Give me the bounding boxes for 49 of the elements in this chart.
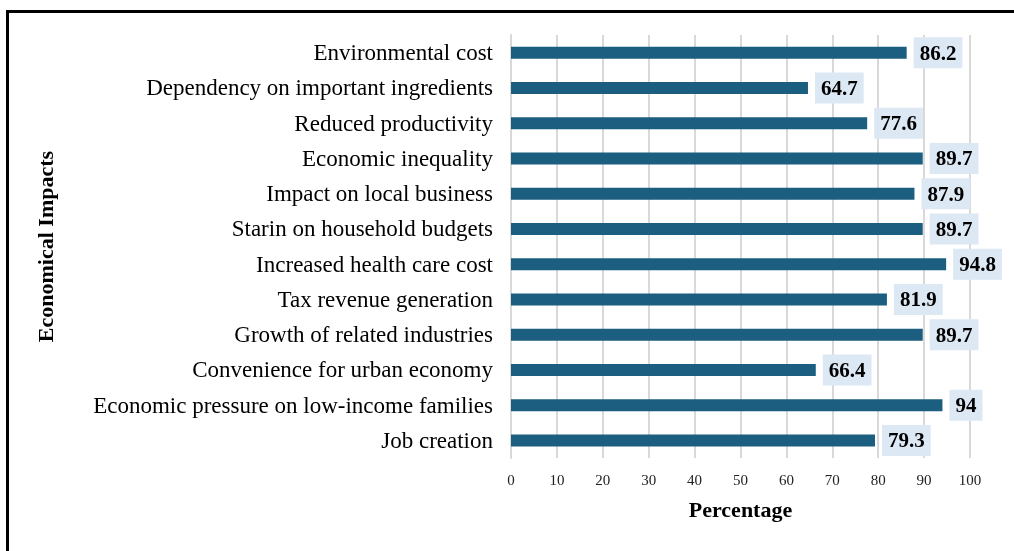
x-tick-label: 80: [870, 471, 886, 488]
x-tick-label: 10: [549, 471, 565, 488]
bar: [511, 328, 923, 341]
bar: [511, 222, 923, 235]
bar: [511, 293, 887, 306]
bar: [511, 46, 907, 59]
x-tick-label: 60: [778, 471, 794, 488]
x-tick-label: 50: [733, 471, 748, 488]
y-tick-label: Impact on local business: [266, 181, 494, 207]
x-tick-label: 30: [641, 471, 657, 488]
x-tick-label: 40: [687, 471, 703, 488]
y-tick-label: Economic inequality: [302, 145, 494, 171]
data-label: 86.2: [919, 40, 957, 65]
x-tick-label: 90: [916, 471, 932, 488]
data-label: 79.3: [887, 428, 925, 453]
x-tick-label: 100: [958, 471, 982, 488]
bar: [511, 434, 875, 447]
bar: [511, 363, 816, 376]
data-label: 77.6: [880, 111, 917, 136]
data-label: 81.9: [899, 287, 937, 312]
bar: [511, 81, 808, 94]
y-tick-label: Job creation: [381, 427, 494, 453]
data-label: 64.7: [820, 75, 858, 100]
data-label: 94.8: [959, 252, 996, 277]
data-label: 89.7: [935, 216, 973, 241]
y-tick-label: Reduced productivity: [294, 110, 494, 136]
y-tick-label: Starin on household budgets: [231, 216, 494, 242]
bar: [511, 117, 868, 130]
data-label: 89.7: [935, 146, 973, 171]
x-tick-label: 0: [507, 471, 515, 488]
bar: [511, 187, 915, 200]
x-tick-label: 70: [824, 471, 840, 488]
y-axis-title: Economical Impacts: [32, 150, 58, 343]
x-tick-label: 20: [595, 471, 611, 488]
y-tick-label: Increased health care cost: [256, 251, 494, 277]
bar: [511, 399, 943, 412]
x-axis-title: Percentage: [688, 496, 793, 522]
y-tick-label: Convenience for urban economy: [192, 357, 494, 383]
data-label: 89.7: [935, 322, 973, 347]
data-label: 66.4: [828, 357, 867, 382]
y-tick-label: Environmental cost: [313, 40, 494, 66]
y-tick-label: Dependency on important ingredients: [146, 75, 494, 101]
bar: [511, 258, 947, 271]
y-tick-label: Growth of related industries: [234, 322, 494, 348]
data-label: 87.9: [927, 181, 965, 206]
data-label: 94: [955, 393, 977, 418]
y-tick-label: Tax revenue generation: [277, 286, 494, 312]
y-tick-label: Economic pressure on low-income families: [93, 392, 494, 418]
bar: [511, 152, 923, 165]
